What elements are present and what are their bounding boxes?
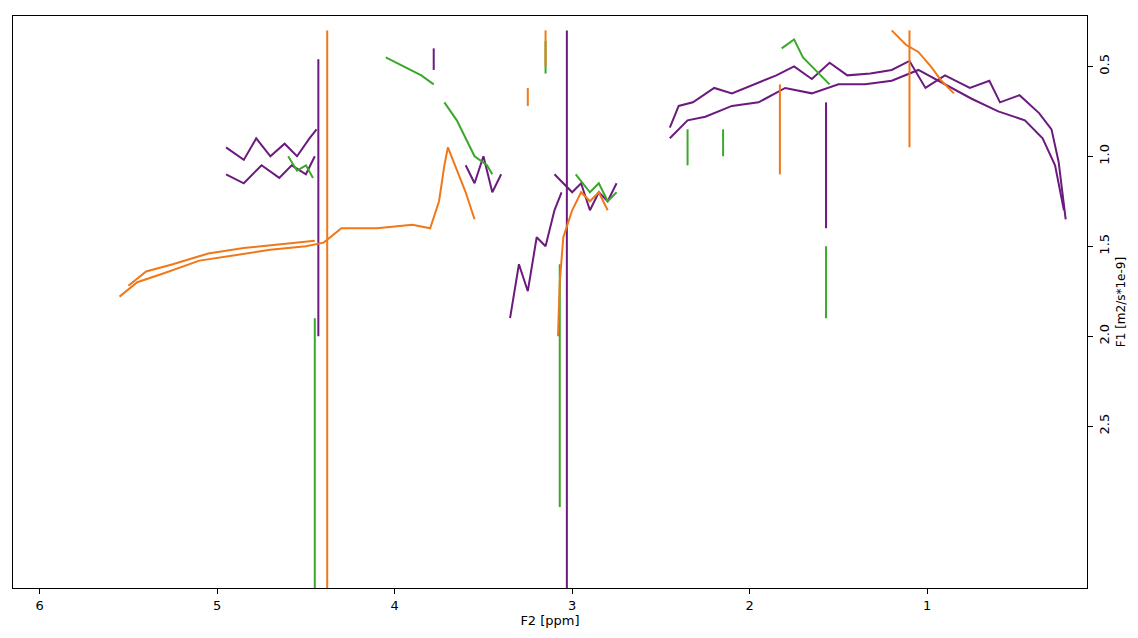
svg-text:3: 3 <box>568 598 576 613</box>
svg-text:2: 2 <box>746 598 754 613</box>
svg-text:5: 5 <box>213 598 221 613</box>
svg-text:1.5: 1.5 <box>1097 234 1112 255</box>
svg-text:4: 4 <box>391 598 399 613</box>
svg-text:F1 [m2/s*1e-9]: F1 [m2/s*1e-9] <box>1114 257 1128 347</box>
svg-text:1.0: 1.0 <box>1097 144 1112 165</box>
svg-text:1: 1 <box>923 598 931 613</box>
svg-text:2.5: 2.5 <box>1097 414 1112 435</box>
svg-text:6: 6 <box>35 598 43 613</box>
svg-text:0.5: 0.5 <box>1097 54 1112 75</box>
svg-text:2.0: 2.0 <box>1097 324 1112 345</box>
svg-text:F2 [ppm]: F2 [ppm] <box>520 613 579 628</box>
